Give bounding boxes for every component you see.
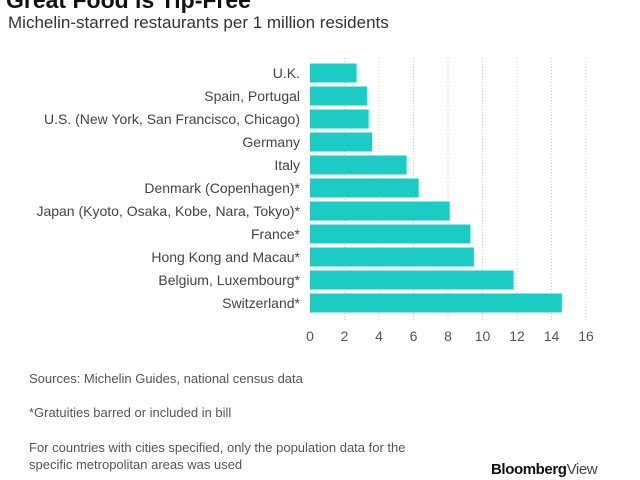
x-tick-label: 6 [410, 328, 418, 344]
bar [310, 247, 474, 267]
category-label: Germany [242, 134, 300, 150]
bar-chart: U.K. Spain, Portugal U.S. (New York, San F… [36, 58, 594, 344]
bar [310, 293, 562, 313]
bar [310, 109, 369, 129]
bar [310, 224, 471, 244]
gratuities-note: *Gratuities barred or included in bill [29, 405, 232, 420]
x-tick-label: 16 [578, 328, 594, 344]
x-tick-label: 14 [544, 328, 560, 344]
bar [310, 86, 367, 106]
bar [310, 201, 450, 221]
population-note-line1: For countries with cities specified, onl… [29, 440, 406, 455]
category-label: Japan (Kyoto, Osaka, Kobe, Nara, Tokyo)* [36, 203, 300, 219]
category-labels: U.K. Spain, Portugal U.S. (New York, San F… [36, 65, 300, 311]
bars [310, 63, 562, 313]
category-label: Denmark (Copenhagen)* [144, 180, 300, 196]
x-tick-label: 8 [444, 328, 452, 344]
sources-note: Sources: Michelin Guides, national censu… [29, 371, 303, 386]
logo-light: View [566, 461, 598, 478]
bar [310, 132, 373, 152]
x-tick-label: 12 [509, 328, 525, 344]
population-note-line2: specific metropolitan areas was used [29, 457, 243, 472]
bar [310, 270, 514, 290]
chart-subtitle: Michelin-starred restaurants per 1 milli… [8, 13, 389, 32]
category-label: Hong Kong and Macau* [151, 249, 300, 265]
x-axis-ticks: 0 2 4 6 8 10 12 14 16 [306, 328, 594, 344]
category-label: Spain, Portugal [204, 88, 300, 104]
bar [310, 63, 357, 83]
x-tick-label: 4 [375, 328, 383, 344]
category-label: U.S. (New York, San Francisco, Chicago) [44, 111, 300, 127]
bar [310, 178, 419, 198]
logo-bold: Bloomberg [491, 461, 567, 478]
category-label: Switzerland* [222, 295, 300, 311]
bloomberg-view-logo: BloombergView [491, 461, 598, 478]
category-label: France* [251, 226, 301, 242]
chart-title: Great Food is Tip-Free [6, 0, 251, 13]
x-tick-label: 2 [341, 328, 349, 344]
bar [310, 155, 407, 175]
category-label: U.K. [273, 65, 300, 81]
category-label: Italy [274, 157, 300, 173]
category-label: Belgium, Luxembourg* [158, 272, 300, 288]
x-tick-label: 0 [306, 328, 314, 344]
x-tick-label: 10 [475, 328, 491, 344]
